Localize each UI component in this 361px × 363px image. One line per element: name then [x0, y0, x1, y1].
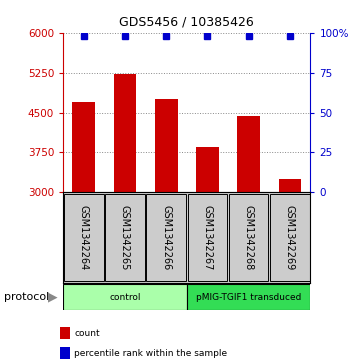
Bar [270, 194, 310, 281]
Bar [187, 284, 310, 310]
Text: count: count [74, 329, 100, 338]
Title: GDS5456 / 10385426: GDS5456 / 10385426 [119, 16, 254, 29]
Text: ▶: ▶ [48, 291, 57, 304]
Bar [196, 147, 219, 192]
Bar [105, 194, 145, 281]
Text: GSM1342266: GSM1342266 [161, 205, 171, 270]
Text: GSM1342267: GSM1342267 [203, 205, 212, 270]
Bar [64, 194, 104, 281]
Text: percentile rank within the sample: percentile rank within the sample [74, 349, 227, 358]
Text: control: control [109, 293, 141, 302]
Bar [147, 194, 186, 281]
Bar [229, 194, 269, 281]
Bar [114, 74, 136, 192]
Text: GSM1342264: GSM1342264 [79, 205, 89, 270]
Bar [279, 179, 301, 192]
Text: pMIG-TGIF1 transduced: pMIG-TGIF1 transduced [196, 293, 301, 302]
Text: GSM1342268: GSM1342268 [244, 205, 254, 270]
Bar [73, 102, 95, 192]
Text: protocol: protocol [4, 292, 49, 302]
Bar [188, 194, 227, 281]
Text: GSM1342265: GSM1342265 [120, 205, 130, 270]
Bar [63, 284, 187, 310]
Bar [155, 99, 178, 192]
Bar [237, 116, 260, 192]
Text: GSM1342269: GSM1342269 [285, 205, 295, 270]
